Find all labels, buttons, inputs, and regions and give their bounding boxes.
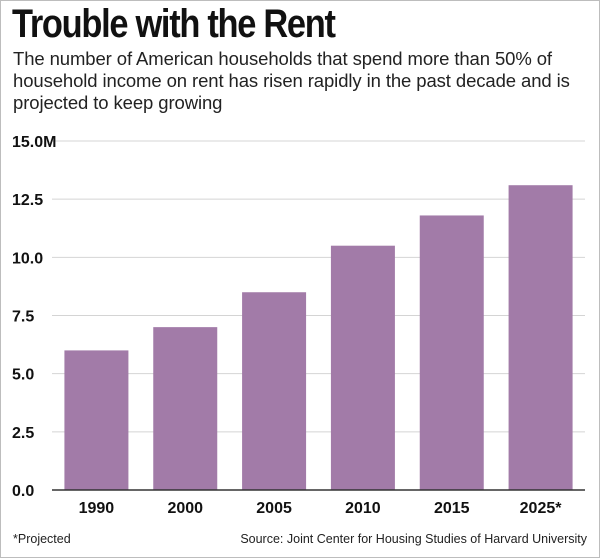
y-tick-label: 5.0 — [12, 367, 34, 384]
bar-2025 — [508, 185, 573, 490]
bar-2000 — [153, 327, 218, 490]
y-tick-label: 2.5 — [12, 425, 34, 442]
x-tick-label: 2010 — [345, 500, 381, 517]
y-tick-label: 15.0M — [12, 134, 56, 151]
y-tick-label: 0.0 — [12, 483, 34, 500]
x-tick-label: 2005 — [256, 500, 292, 517]
bar-2005 — [242, 292, 307, 490]
y-tick-label: 10.0 — [12, 250, 43, 267]
x-tick-labels: 1990 2000 2005 2010 2015 2025* — [79, 500, 563, 517]
x-tick-label: 2000 — [167, 500, 203, 517]
footnote: *Projected — [13, 532, 71, 546]
y-tick-label: 12.5 — [12, 192, 43, 209]
source-note: Source: Joint Center for Housing Studies… — [240, 532, 587, 546]
bars — [64, 185, 573, 490]
x-tick-label: 2015 — [434, 500, 470, 517]
chart-subtitle: The number of American households that s… — [13, 48, 570, 113]
y-tick-labels: 0.0 2.5 5.0 7.5 10.0 12.5 15.0M — [12, 134, 56, 500]
gridlines — [52, 140, 585, 433]
x-tick-label: 2025* — [520, 500, 563, 517]
bar-1990 — [64, 350, 129, 490]
x-tick-label: 1990 — [79, 500, 115, 517]
bar-2015 — [419, 215, 484, 490]
y-tick-label: 7.5 — [12, 309, 34, 326]
chart-title: Trouble with the Rent — [12, 2, 336, 46]
bar-2010 — [330, 245, 395, 490]
